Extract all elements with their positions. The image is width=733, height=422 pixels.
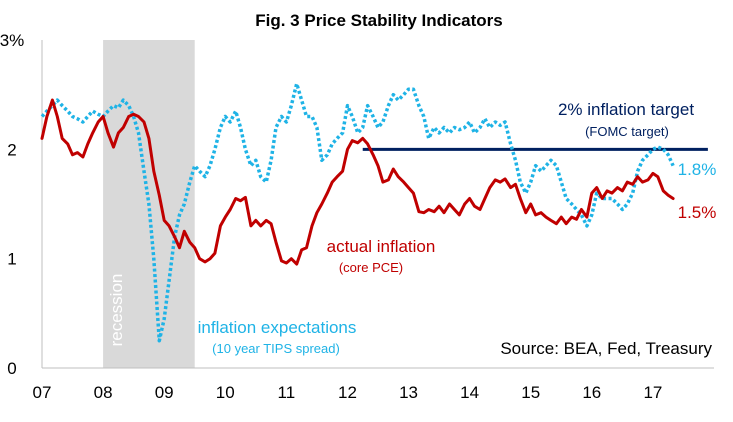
y-tick-label: 2: [7, 140, 16, 159]
x-tick-label: 11: [278, 383, 296, 402]
x-tick-label: 12: [338, 383, 357, 402]
x-tick-label: 10: [216, 383, 235, 402]
y-tick-label: 3%: [0, 31, 24, 50]
series-sublabel-actual-inflation: (core PCE): [339, 260, 403, 275]
y-tick-label: 0: [7, 359, 16, 378]
x-tick-label: 15: [521, 383, 540, 402]
x-tick-label: 14: [460, 383, 479, 402]
end-label-inflation-expectations: 1.8%: [678, 160, 717, 179]
recession-label: recession: [107, 274, 126, 347]
series-line-inflation-expectations: [40, 81, 675, 343]
target-sublabel: (FOMC target): [585, 124, 669, 139]
x-tick-label: 09: [155, 383, 174, 402]
x-tick-label: 17: [643, 383, 662, 402]
source-note: Source: BEA, Fed, Treasury: [500, 339, 712, 358]
x-tick-label: 07: [33, 383, 52, 402]
series-label-actual-inflation: actual inflation: [327, 237, 436, 256]
x-tick-labels: 07 08 09 10 11 12 13 14 15 16 17: [33, 383, 663, 402]
series-sublabel-inflation-expectations: (10 year TIPS spread): [212, 341, 340, 356]
y-tick-labels: 3% 2 1 0: [0, 31, 24, 378]
axes: [41, 40, 714, 369]
x-tick-label: 13: [399, 383, 418, 402]
target-label: 2% inflation target: [558, 100, 694, 119]
x-tick-label: 16: [582, 383, 601, 402]
series-line-actual-inflation: [40, 98, 675, 266]
series-layer: [40, 81, 675, 343]
x-tick-label: 08: [94, 383, 113, 402]
y-tick-label: 1: [7, 250, 16, 269]
series-label-inflation-expectations: inflation expectations: [198, 318, 357, 337]
chart-title: Fig. 3 Price Stability Indicators: [255, 11, 503, 30]
end-label-actual-inflation: 1.5%: [678, 203, 717, 222]
